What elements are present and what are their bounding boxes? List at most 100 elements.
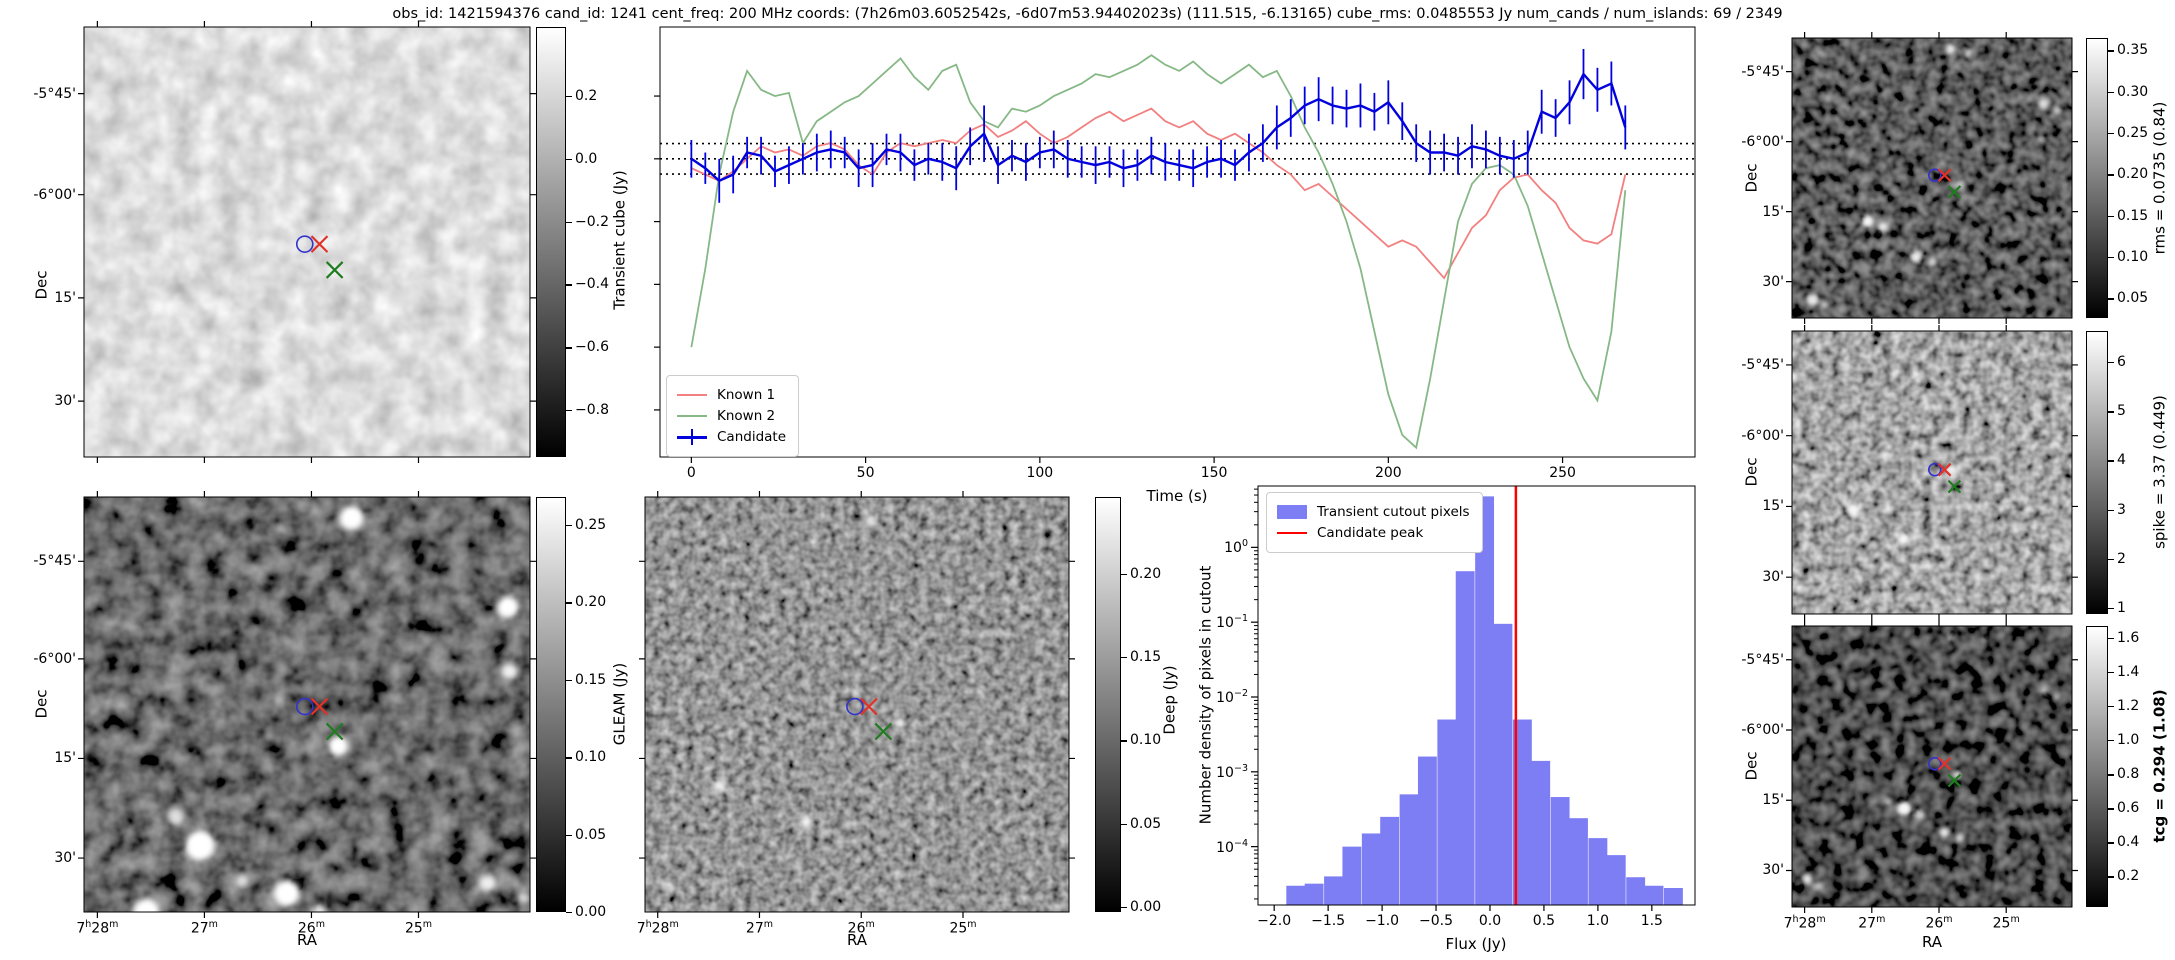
colorbar-tick	[2108, 637, 2114, 640]
colorbar-rms	[2086, 38, 2108, 318]
source-blob	[401, 617, 410, 626]
histogram-bar	[1437, 719, 1457, 905]
source-blob	[1982, 637, 1989, 644]
colorbar-tick-label: −0.6	[575, 339, 609, 356]
dec-tick-label: -6°00'	[33, 650, 76, 667]
colorbar-tick-label: 0.8	[2117, 766, 2140, 783]
density-tick-label: 10−2	[1216, 688, 1248, 706]
source-blob	[275, 695, 286, 706]
source-blob	[1955, 178, 1965, 189]
time-tick-label: 50	[856, 465, 875, 481]
dec-tick-label: 15'	[1762, 792, 1784, 809]
source-blob	[1964, 49, 1973, 58]
colorbar-label-gleam: GLEAM (Jy)	[610, 662, 629, 746]
source-blob	[663, 880, 674, 891]
time-tick-label: 0	[686, 465, 696, 481]
source-blob	[1028, 594, 1037, 603]
source-blob	[1814, 881, 1823, 890]
histogram-bar	[1342, 846, 1362, 905]
colorbar-tick-label: 1	[2117, 600, 2126, 617]
colorbar-tick	[1121, 573, 1127, 576]
dec-tick-label: -5°45'	[33, 85, 76, 102]
legend-item-candidate: Candidate	[677, 429, 786, 445]
flux-tick-label: 1.5	[1640, 913, 1663, 929]
colorbar-tick-label: 0.20	[575, 594, 607, 611]
colorbar-tick	[2108, 411, 2114, 413]
colorbar-label-transient: Transient cube (Jy)	[610, 170, 629, 310]
colorbar-tick	[566, 409, 572, 412]
colorbar-tick	[2108, 460, 2114, 462]
colorbar-tcg	[2086, 626, 2108, 907]
ra-tick-label: 26m	[297, 919, 326, 937]
source-blob	[161, 432, 172, 443]
histogram-bar	[1569, 818, 1588, 905]
histogram-patch-icon	[1277, 505, 1307, 519]
source-blob	[328, 736, 349, 756]
flux-axis-label: Flux (Jy)	[1445, 935, 1507, 953]
ra-tick-label: 7h28m	[1783, 914, 1826, 932]
colorbar-label-rms: rms = 0.0735 (0.84)	[2150, 101, 2169, 255]
source-blob	[2040, 686, 2048, 695]
colorbar-label-deep: Deep (Jy)	[1160, 665, 1179, 735]
source-blob	[703, 769, 710, 776]
source-blob	[2049, 769, 2056, 776]
colorbar-tick-label: 5	[2117, 403, 2126, 420]
gleam-cutout	[78, 491, 536, 925]
dec-axis-label: Dec	[1742, 751, 1761, 781]
colorbar-tick-label: 0.15	[575, 671, 607, 688]
colorbar-tick-label: 0.00	[1130, 899, 1162, 915]
colorbar-tick-label: −0.2	[575, 213, 609, 230]
colorbar-tick	[2108, 132, 2114, 135]
legend-label: Known 2	[717, 408, 776, 424]
candidate-x-icon	[310, 697, 329, 716]
known1-line-icon	[677, 394, 707, 396]
dec-tick-label: -6°00'	[1741, 133, 1784, 150]
colorbar-tick	[566, 158, 572, 161]
source-blob	[2053, 694, 2060, 701]
source-blob	[236, 874, 249, 887]
colorbar-tick	[2108, 256, 2114, 259]
colorbar-tick	[566, 284, 572, 286]
source-blob	[864, 514, 875, 525]
dec-axis-label: Dec	[1742, 163, 1761, 193]
dec-tick-label: -6°00'	[1741, 721, 1784, 738]
lightcurve-plot	[654, 26, 1696, 463]
colorbar-tick-label: 0.10	[2117, 248, 2149, 265]
noise-image	[84, 497, 530, 912]
colorbar-tick	[2108, 808, 2114, 810]
known-source-x-icon	[1947, 185, 1962, 199]
density-tick-label: 10−1	[1216, 613, 1248, 631]
candidate-x-icon	[310, 235, 329, 253]
dec-tick-label: -5°45'	[1741, 356, 1784, 373]
histogram-bar	[1663, 888, 1683, 905]
colorbar-tick-label: 0.05	[1130, 815, 1162, 832]
colorbar-deep	[1095, 497, 1121, 912]
ra-tick-label: 26m	[1925, 914, 1953, 932]
source-blob	[2060, 180, 2067, 187]
colorbar-tick	[2108, 215, 2114, 217]
colorbar-tick-label: 1.0	[2117, 732, 2140, 749]
histogram-bar	[1606, 855, 1626, 905]
histogram-bar	[1399, 794, 1419, 905]
dec-tick-label: 30'	[1762, 862, 1784, 879]
colorbar-tick-label: −0.8	[575, 401, 609, 418]
ra-tick-label: 25m	[949, 919, 977, 937]
time-axis-label: Time (s)	[1146, 487, 1208, 505]
dec-axis-label: Dec	[32, 689, 51, 719]
colorbar-tick-label: 0.10	[1130, 732, 1162, 749]
legend-label: Candidate peak	[1317, 525, 1424, 541]
source-blob	[1898, 533, 1910, 546]
source-blob	[1816, 574, 1824, 583]
noise-image	[84, 27, 530, 457]
density-tick-label: 10−4	[1216, 837, 1248, 856]
source-blob	[275, 523, 286, 534]
flux-tick-label: −0.5	[1419, 913, 1454, 929]
series-line-known1	[691, 107, 1627, 280]
ra-axis-label: RA	[846, 931, 868, 949]
histogram-bar	[1304, 883, 1324, 905]
known-source-x-icon	[325, 722, 344, 741]
colorbar-tick-label: 0.0	[575, 150, 598, 167]
source-blob	[1035, 646, 1044, 655]
source-blob	[517, 891, 530, 904]
time-tick-label: 150	[1200, 465, 1228, 481]
